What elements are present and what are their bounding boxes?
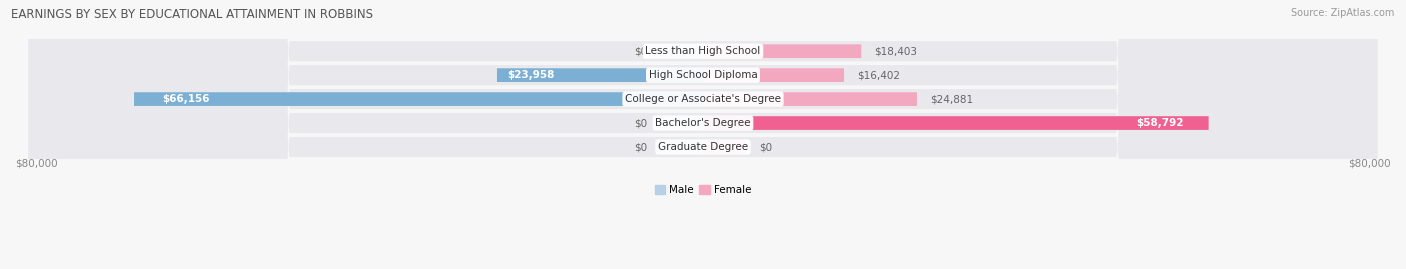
FancyBboxPatch shape: [703, 44, 862, 58]
FancyBboxPatch shape: [28, 0, 1378, 269]
Text: Less than High School: Less than High School: [645, 46, 761, 56]
FancyBboxPatch shape: [659, 44, 703, 58]
Text: $0: $0: [759, 142, 772, 152]
FancyBboxPatch shape: [659, 140, 703, 154]
Text: $0: $0: [634, 118, 647, 128]
Text: $58,792: $58,792: [1136, 118, 1184, 128]
FancyBboxPatch shape: [28, 0, 1378, 269]
Text: $24,881: $24,881: [929, 94, 973, 104]
Text: College or Associate's Degree: College or Associate's Degree: [626, 94, 780, 104]
FancyBboxPatch shape: [703, 92, 917, 106]
FancyBboxPatch shape: [659, 116, 703, 130]
Text: $23,958: $23,958: [508, 70, 554, 80]
Text: $80,000: $80,000: [15, 159, 58, 169]
Text: $0: $0: [634, 142, 647, 152]
FancyBboxPatch shape: [703, 140, 747, 154]
Text: Bachelor's Degree: Bachelor's Degree: [655, 118, 751, 128]
FancyBboxPatch shape: [28, 0, 1378, 269]
Text: $80,000: $80,000: [1348, 159, 1391, 169]
Text: Graduate Degree: Graduate Degree: [658, 142, 748, 152]
Text: $16,402: $16,402: [858, 70, 900, 80]
FancyBboxPatch shape: [496, 68, 703, 82]
Text: High School Diploma: High School Diploma: [648, 70, 758, 80]
FancyBboxPatch shape: [703, 116, 1209, 130]
FancyBboxPatch shape: [134, 92, 703, 106]
Text: $0: $0: [634, 46, 647, 56]
FancyBboxPatch shape: [28, 0, 1378, 269]
FancyBboxPatch shape: [28, 0, 1378, 269]
FancyBboxPatch shape: [703, 68, 844, 82]
Text: Source: ZipAtlas.com: Source: ZipAtlas.com: [1291, 8, 1395, 18]
Text: EARNINGS BY SEX BY EDUCATIONAL ATTAINMENT IN ROBBINS: EARNINGS BY SEX BY EDUCATIONAL ATTAINMEN…: [11, 8, 373, 21]
Text: $66,156: $66,156: [163, 94, 209, 104]
Text: $18,403: $18,403: [875, 46, 917, 56]
Legend: Male, Female: Male, Female: [651, 181, 755, 199]
